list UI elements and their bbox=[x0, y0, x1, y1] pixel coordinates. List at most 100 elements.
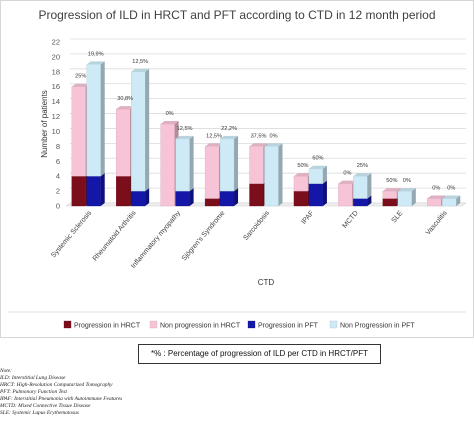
bar-non-progression-pft-side bbox=[100, 61, 105, 177]
bar-non-progression-hrct bbox=[338, 183, 353, 207]
bar-pft-top bbox=[308, 165, 327, 169]
bar-progression-hrct bbox=[249, 183, 264, 207]
bar-non-progression-hrct bbox=[160, 123, 175, 207]
data-label-hrct: 25% bbox=[75, 74, 86, 80]
bar-progression-pft-side bbox=[322, 180, 327, 206]
data-label-pft: 12,5% bbox=[132, 59, 148, 65]
legend-swatch bbox=[63, 320, 72, 329]
bar-chart: 0 2 4 6 8 10 12 14 16 18 20 22 Number of patients 25%… bbox=[8, 38, 467, 330]
y-tick-label: 12 bbox=[52, 112, 60, 121]
bar-non-progression-pft bbox=[442, 198, 457, 207]
bar-pft-top bbox=[175, 135, 194, 139]
y-tick-label: 10 bbox=[52, 127, 60, 136]
bar-progression-pft bbox=[308, 183, 324, 207]
x-tick-label: Sarcoidosis bbox=[242, 209, 271, 242]
x-tick-label: Sjögren's Syndrome bbox=[181, 210, 227, 263]
bar-hrct-top bbox=[293, 173, 312, 177]
y-tick-label: 0 bbox=[56, 202, 60, 211]
bar-non-progression-pft-side bbox=[189, 135, 194, 192]
bar-pft-top bbox=[442, 195, 461, 199]
y-tick-label: 4 bbox=[56, 172, 60, 181]
data-label-pft: 0% bbox=[269, 133, 277, 139]
bar-progression-pft bbox=[175, 190, 190, 207]
x-tick-label: IPAF bbox=[300, 210, 315, 226]
bar-progression-hrct bbox=[382, 198, 397, 207]
bar-non-progression-pft bbox=[86, 64, 101, 177]
legend-swatch bbox=[247, 320, 256, 329]
data-label-pft: 25% bbox=[357, 163, 368, 169]
data-label-pft: 22,2% bbox=[221, 126, 237, 132]
bar-progression-pft bbox=[86, 176, 101, 207]
bar-progression-hrct bbox=[71, 176, 86, 207]
legend-swatch bbox=[149, 320, 158, 329]
bar-hrct-top bbox=[116, 106, 135, 110]
bar-non-progression-hrct bbox=[427, 198, 442, 207]
x-axis-label: CTD bbox=[258, 278, 275, 287]
note-pft: PFT: Pulmonary Function Test bbox=[0, 389, 68, 395]
bar-non-progression-hrct bbox=[71, 86, 86, 177]
data-label-hrct: 12,5% bbox=[206, 133, 222, 139]
data-label-pft: 60% bbox=[312, 156, 323, 162]
bar-progression-pft-side bbox=[367, 195, 372, 206]
bar-hrct-top bbox=[160, 121, 179, 124]
y-tick-label: 16 bbox=[52, 82, 60, 91]
bar-hrct-top bbox=[205, 143, 224, 147]
bar-non-progression-pft-side bbox=[234, 135, 239, 192]
legend-swatch bbox=[329, 320, 338, 329]
bar-non-progression-pft-side bbox=[367, 173, 372, 199]
note-sle: SLE: Systemic Lupus Erythematosus bbox=[0, 410, 79, 416]
bar-progression-pft-side bbox=[100, 173, 105, 206]
bar-progression-hrct bbox=[116, 176, 131, 207]
bar-pft-top bbox=[397, 188, 416, 192]
bar-non-progression-hrct bbox=[116, 108, 131, 177]
bar-pft-top bbox=[353, 173, 372, 177]
y-tick-label: 8 bbox=[56, 142, 60, 151]
x-tick-label: Inflammatory myopathy bbox=[130, 209, 182, 270]
bar-progression-pft bbox=[353, 198, 368, 207]
legend-label: Non Progression in PFT bbox=[340, 323, 415, 330]
bar-progression-pft bbox=[219, 190, 235, 207]
abbreviation-notes: Note: ILD: Interstitial Lung Disease HRC… bbox=[0, 368, 474, 417]
bar-progression-pft-side bbox=[234, 188, 239, 206]
data-label-hrct: 50% bbox=[386, 178, 397, 184]
percentage-note-box: *% : Percentage of progression of ILD pe… bbox=[138, 344, 381, 364]
bar-pft-top bbox=[86, 61, 105, 65]
bar-hrct-top bbox=[71, 83, 90, 87]
bar-non-progression-pft bbox=[397, 190, 412, 207]
y-axis-label: Number of patients bbox=[40, 90, 49, 158]
bar-non-progression-pft-side bbox=[278, 143, 283, 206]
bar-non-progression-pft bbox=[264, 146, 279, 207]
bar-non-progression-pft bbox=[131, 71, 146, 192]
data-label-hrct: 50% bbox=[297, 163, 308, 169]
bar-non-progression-pft bbox=[219, 138, 235, 192]
bar-progression-hrct bbox=[293, 190, 309, 207]
y-tick-label: 2 bbox=[56, 187, 60, 196]
bar-non-progression-pft-side bbox=[145, 68, 150, 192]
data-label-pft: 12,5% bbox=[177, 126, 193, 132]
bar-non-progression-pft-side bbox=[456, 195, 461, 206]
bar-pft-top bbox=[264, 143, 283, 147]
note-hrct: HRCT: High-Resolution Computarized Tomog… bbox=[0, 382, 113, 388]
data-label-hrct: 30,8% bbox=[117, 96, 133, 102]
legend-label: Non progression in HRCT bbox=[160, 323, 241, 330]
bar-non-progression-pft bbox=[175, 138, 190, 192]
x-tick-label: Vasculitis bbox=[425, 209, 449, 236]
note-ild: ILD: Interstitial Lung Disease bbox=[0, 375, 66, 381]
x-tick-label: MCTD bbox=[342, 210, 360, 230]
bar-pft-top bbox=[131, 68, 150, 72]
note-ipaf: IPAF: Interstitial Pneumonia with Autoim… bbox=[0, 396, 123, 402]
note-mctd: MCTD: Mixed Connective Tissue Disease bbox=[0, 403, 91, 409]
legend-label: Progression in HRCT bbox=[74, 323, 141, 330]
data-label-hrct: 37,5% bbox=[251, 133, 267, 139]
x-tick-label: Rheumatoid Arthritis bbox=[92, 209, 138, 262]
bar-progression-hrct bbox=[204, 198, 220, 207]
bar-non-progression-pft-side bbox=[322, 165, 327, 184]
y-tick-label: 22 bbox=[52, 38, 60, 47]
data-label-hrct: 0% bbox=[343, 171, 351, 177]
x-tick-label: Systemic Sclerosis bbox=[50, 209, 93, 259]
legend-label: Progression in PFT bbox=[258, 323, 319, 330]
x-tick-label: SLE bbox=[390, 210, 404, 225]
bar-non-progression-pft bbox=[353, 176, 368, 199]
y-tick-label: 6 bbox=[56, 157, 60, 166]
bar-pft-top bbox=[220, 135, 239, 139]
